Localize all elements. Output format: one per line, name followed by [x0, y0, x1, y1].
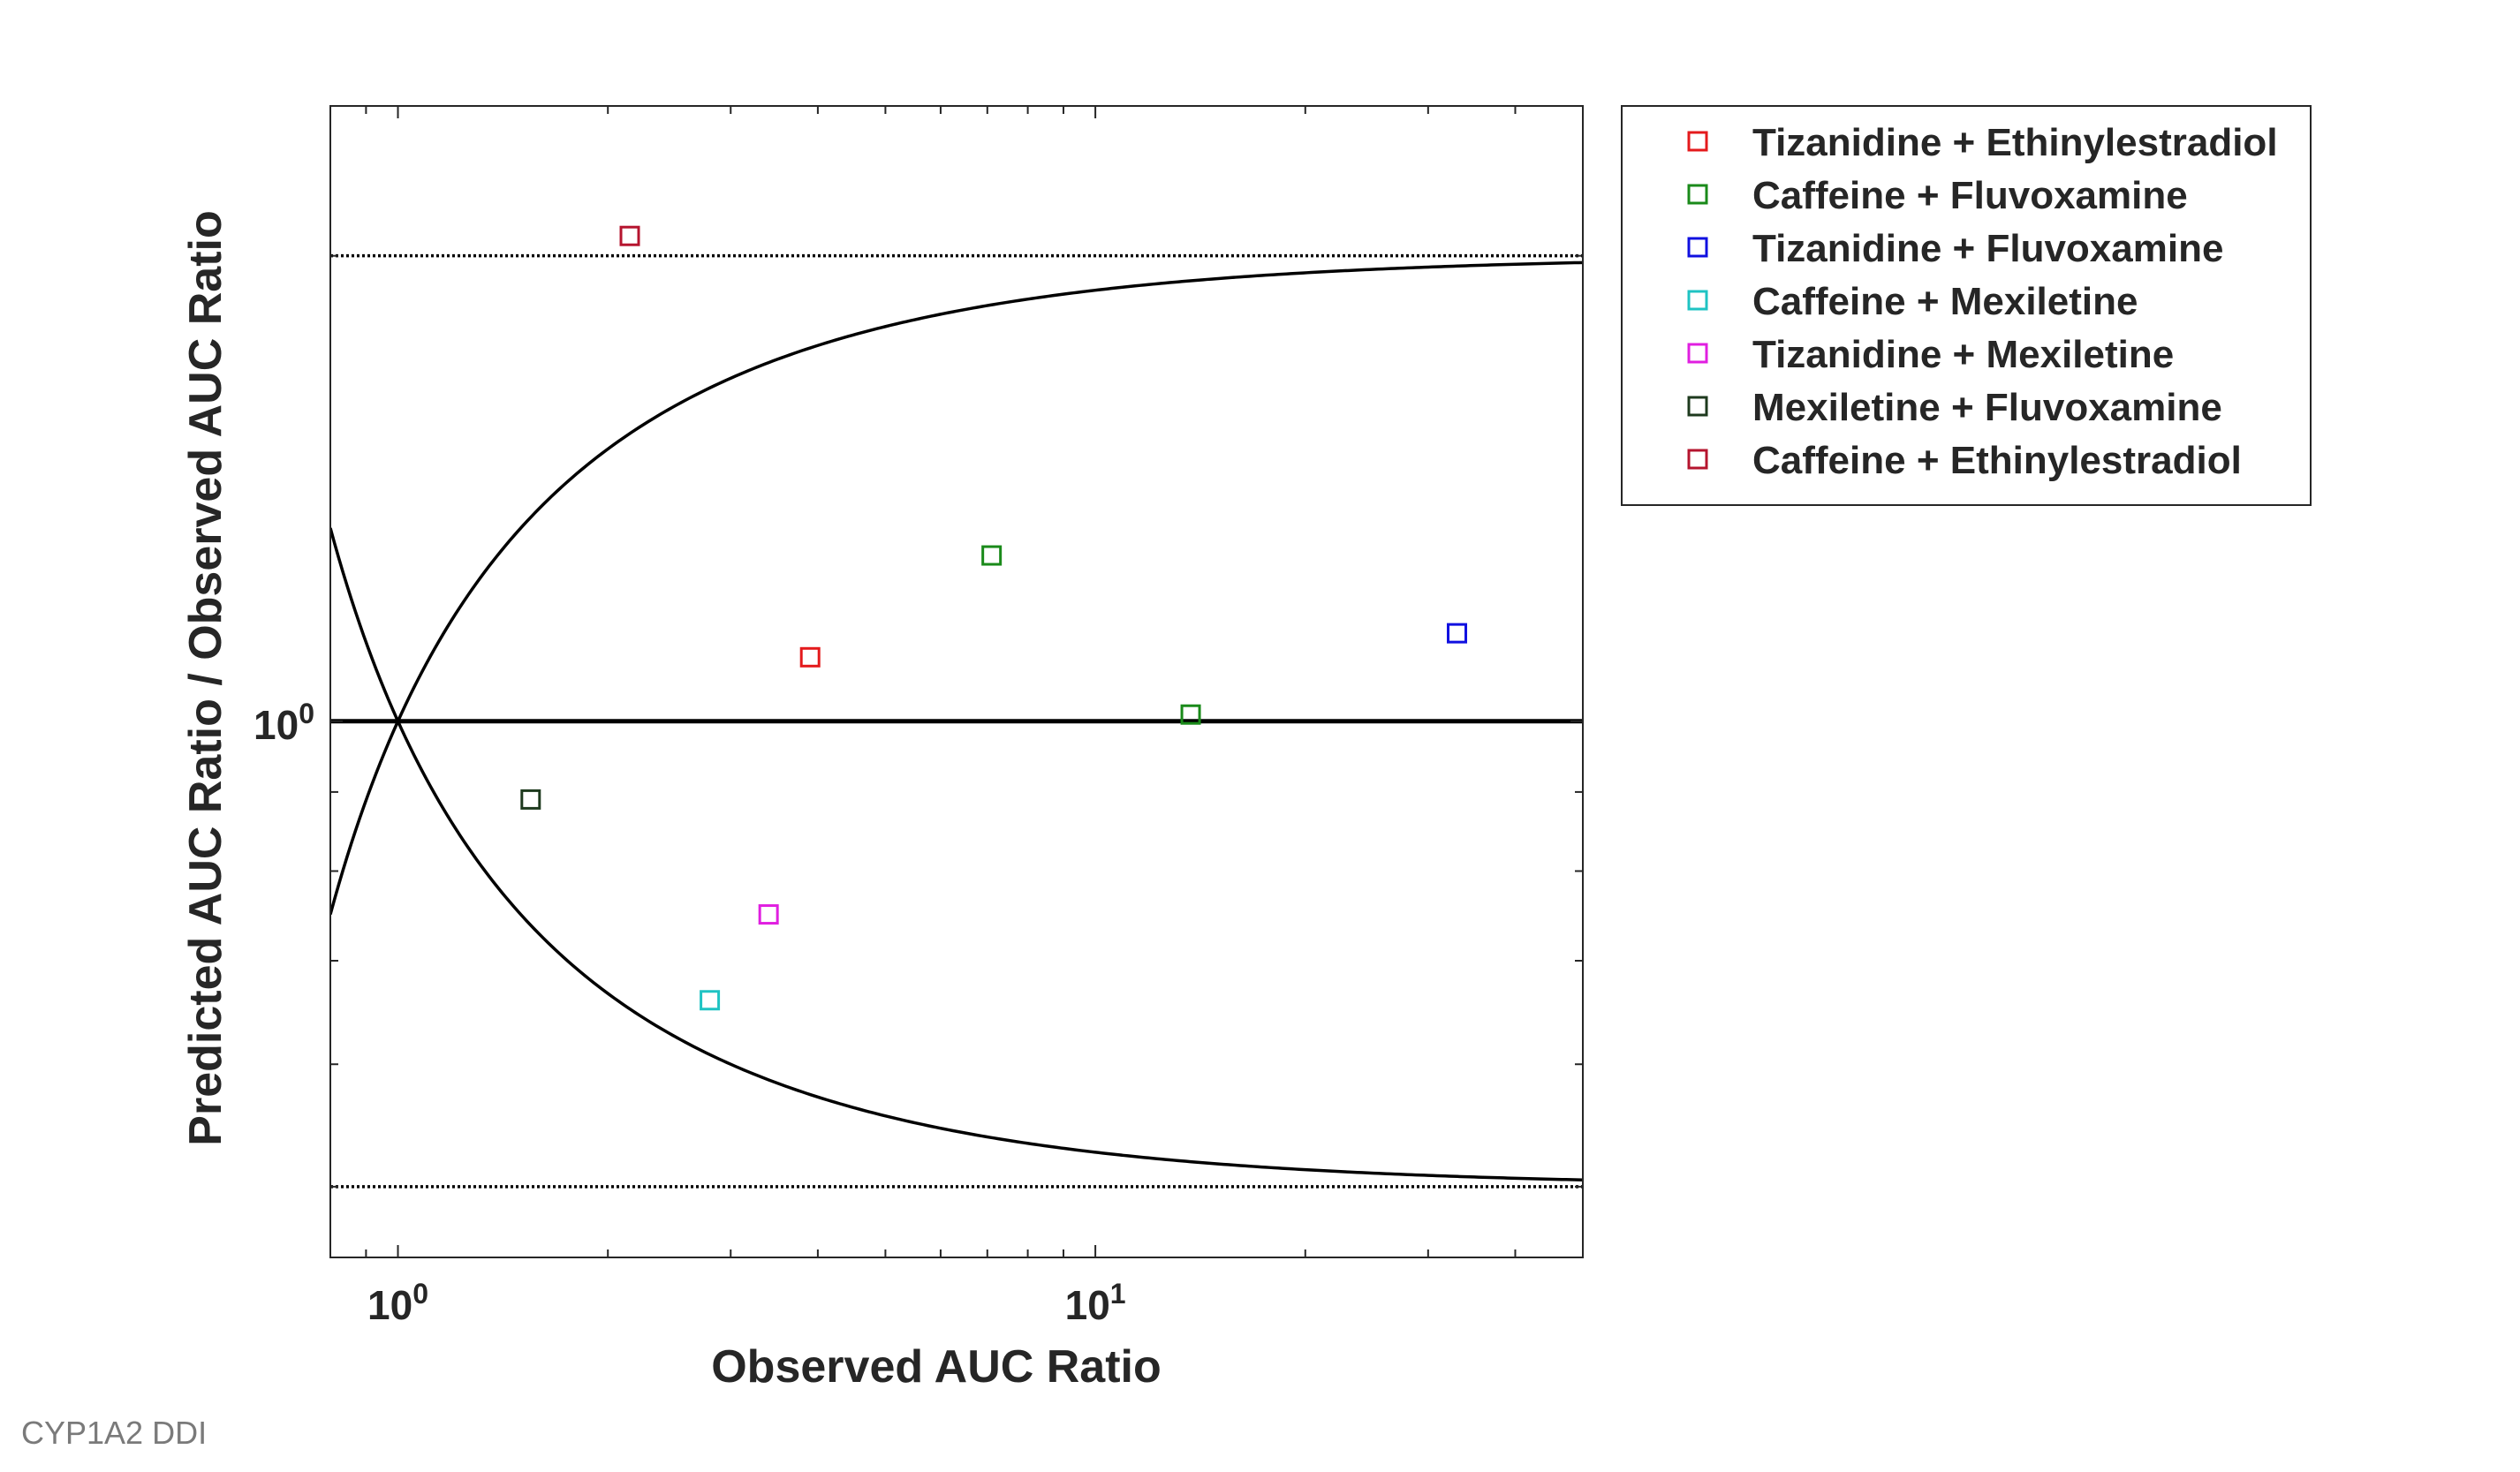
legend-label: Caffeine + Ethinylestradiol	[1752, 439, 2242, 482]
legend-marker	[1687, 237, 1708, 258]
legend-label: Mexiletine + Fluvoxamine	[1752, 386, 2222, 429]
plot-content	[330, 253, 1583, 1189]
data-point	[799, 646, 821, 668]
x-tick-label: 101	[1065, 1278, 1126, 1328]
axes-box	[329, 105, 1584, 1258]
legend-marker	[1687, 131, 1708, 152]
legend: Tizanidine + Ethinylestradiol Caffeine + …	[1621, 105, 2312, 506]
x-tick-label: 100	[367, 1278, 428, 1328]
data-point	[520, 789, 541, 810]
caption: CYP1A2 DDI	[21, 1415, 208, 1451]
guest-upper-curve	[330, 260, 1583, 916]
data-point	[700, 990, 721, 1011]
legend-label: Tizanidine + Fluvoxamine	[1752, 227, 2223, 270]
legend-label: Tizanidine + Mexiletine	[1752, 333, 2174, 376]
legend-label: Tizanidine + Ethinylestradiol	[1752, 121, 2278, 164]
data-point	[758, 904, 779, 925]
data-point	[619, 225, 640, 246]
legend-label: Caffeine + Mexiletine	[1752, 280, 2138, 323]
data-point	[1180, 704, 1201, 725]
legend-marker	[1687, 290, 1708, 311]
y-tick-label: 100	[254, 698, 314, 748]
data-point	[981, 545, 1003, 566]
guest-lower-curve	[330, 527, 1583, 1181]
axes: 100 101 100	[254, 105, 1584, 1328]
x-axis-label: Observed AUC Ratio	[711, 1341, 1162, 1393]
legend-box	[1621, 105, 2312, 506]
plot-area	[330, 225, 1583, 1189]
legend-label: Caffeine + Fluvoxamine	[1752, 174, 2188, 217]
legend-marker	[1687, 449, 1708, 470]
legend-marker	[1687, 343, 1708, 364]
y-axis-label: Predicted AUC Ratio / Observed AUC Ratio	[180, 210, 231, 1145]
legend-marker	[1687, 184, 1708, 205]
legend-marker	[1687, 396, 1708, 417]
data-point	[1447, 623, 1468, 644]
